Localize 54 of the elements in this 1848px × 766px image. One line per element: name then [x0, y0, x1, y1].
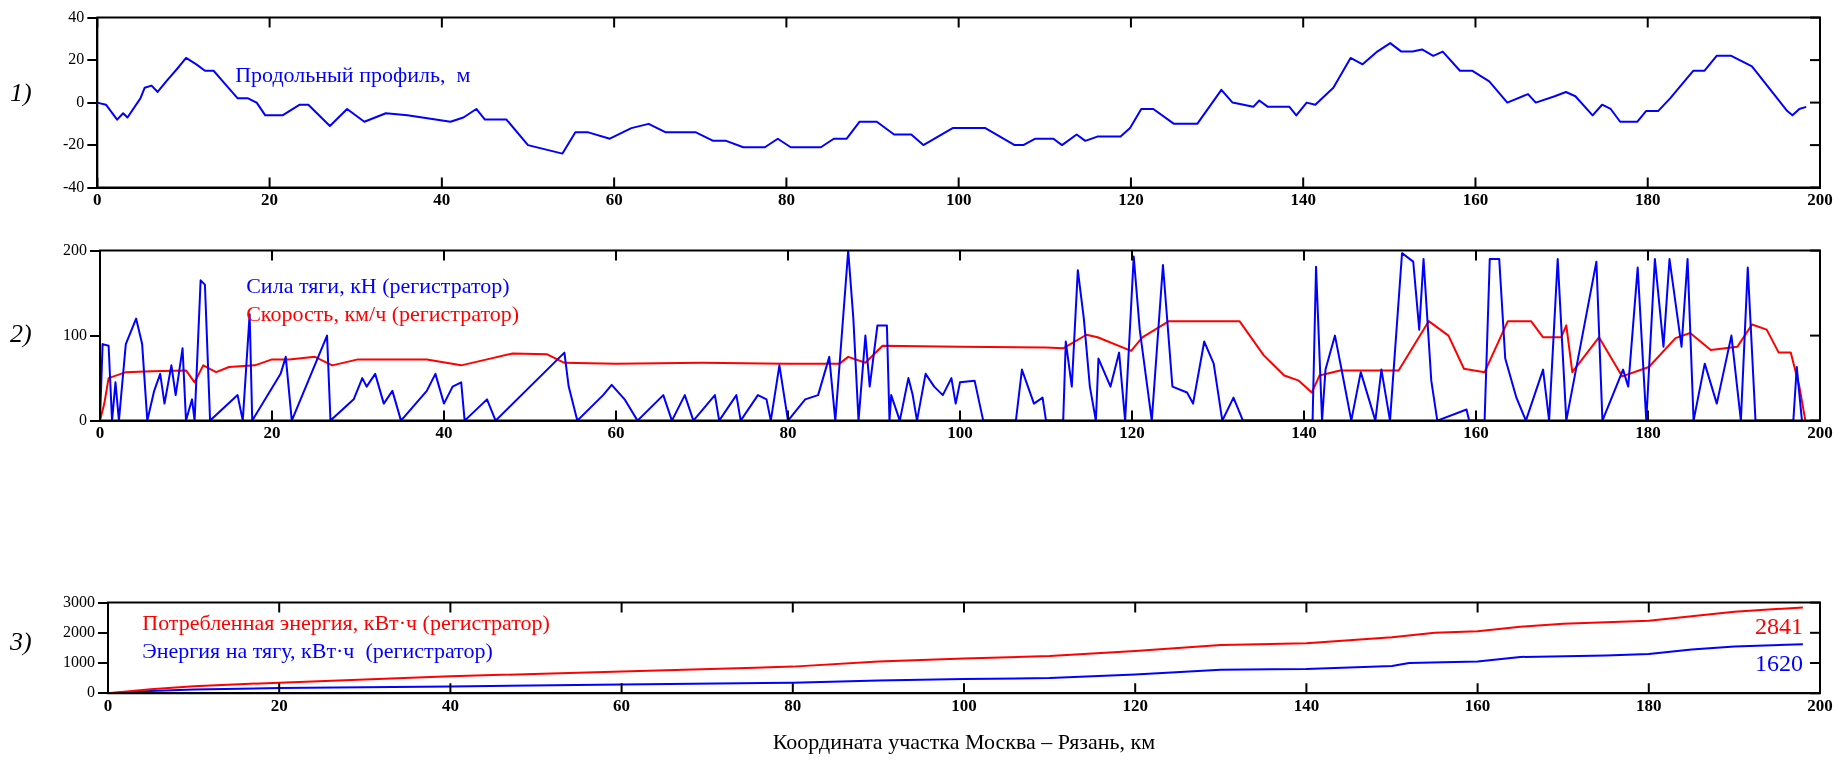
- y-tick-label: 3000: [63, 592, 95, 610]
- x-tick-label: 160: [1464, 695, 1491, 715]
- y-tick-label: 0: [76, 92, 85, 110]
- y-tick-label: -20: [63, 135, 85, 153]
- x-tick-label: 80: [777, 190, 795, 210]
- x-tick-label: 160: [1462, 190, 1489, 210]
- y-tick-label: 200: [63, 240, 87, 258]
- x-tick-label: 20: [263, 423, 281, 443]
- x-tick-label: 100: [945, 190, 972, 210]
- text: 2): [10, 319, 32, 349]
- y-tick-label: 2000: [63, 623, 95, 640]
- annotation: 1620: [1754, 649, 1803, 676]
- y-tick-label: 0: [87, 683, 95, 701]
- y-tick-label: -40: [63, 177, 85, 195]
- y-tick-label: 40: [68, 7, 85, 25]
- text: 1): [10, 77, 32, 107]
- series-label: Сила тяги, кН (регистратор): [246, 272, 510, 298]
- y-tick-label: 20: [68, 50, 85, 68]
- x-tick-label: 120: [1118, 190, 1144, 210]
- x-tick-label: 200: [1807, 695, 1833, 715]
- y-tick-label: 100: [63, 325, 87, 343]
- x-tick-label: 120: [1122, 695, 1148, 715]
- x-tick-label: 140: [1293, 695, 1320, 715]
- x-tick-label: 200: [1807, 190, 1833, 210]
- x-tick-label: 40: [441, 695, 459, 715]
- x-axis-title: Координата участка Москва – Рязань, км: [772, 728, 1156, 754]
- x-tick-label: 160: [1463, 423, 1489, 443]
- x-tick-label: 200: [1807, 423, 1833, 443]
- x-tick-label: 40: [435, 423, 453, 443]
- x-tick-label: 60: [605, 190, 623, 210]
- x-tick-label: 80: [779, 423, 797, 443]
- y-tick-label: 1000: [63, 653, 95, 671]
- x-tick-label: 60: [613, 695, 631, 715]
- x-tick-label: 180: [1636, 695, 1662, 715]
- series-label: Энергия на тягу, кВт·ч (регистратор): [142, 638, 493, 664]
- annotation: 2841: [1754, 612, 1803, 639]
- x-tick-label: 0: [103, 695, 113, 715]
- series-label: Скорость, км/ч (регистратор): [246, 300, 520, 326]
- x-tick-label: 40: [433, 190, 451, 210]
- series-label: Потребленная энергия, кВт·ч (регистратор): [142, 610, 550, 636]
- x-tick-label: 140: [1291, 423, 1317, 443]
- x-tick-label: 20: [270, 695, 288, 715]
- y-tick-label: 0: [79, 410, 87, 428]
- x-tick-label: 100: [947, 423, 973, 443]
- x-tick-label: 180: [1635, 423, 1661, 443]
- x-tick-label: 180: [1634, 190, 1661, 210]
- text: 3): [9, 627, 32, 657]
- x-tick-label: 60: [607, 423, 625, 443]
- x-tick-label: 140: [1290, 190, 1316, 210]
- x-tick-label: 20: [261, 190, 279, 210]
- x-tick-label: 100: [951, 695, 977, 715]
- x-tick-label: 120: [1119, 423, 1145, 443]
- x-tick-label: 80: [784, 695, 802, 715]
- series-label: Продольный профиль, м: [235, 61, 471, 87]
